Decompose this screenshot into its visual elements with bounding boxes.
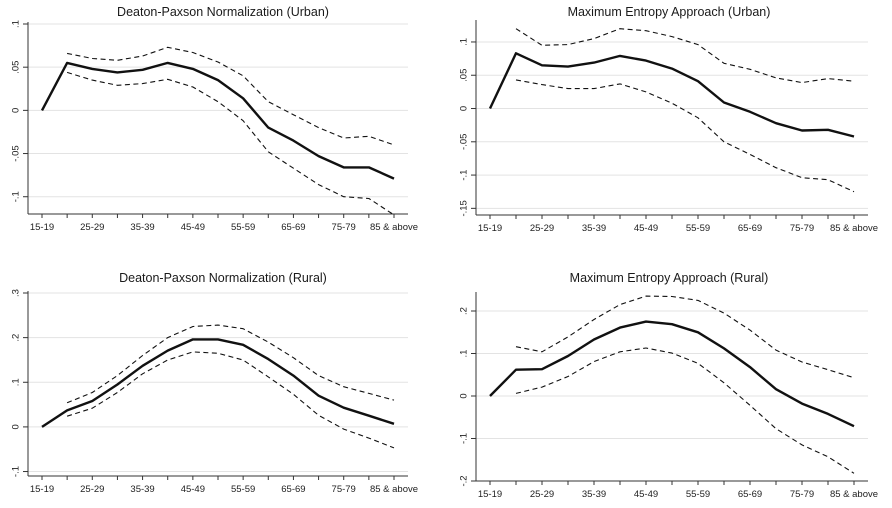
- chart-svg: .2 .1 0 -.1 -.2 15-19 25-29 35-39 45-49 55-59 65-6…: [459, 292, 878, 500]
- y-tick-label: 0: [11, 108, 22, 113]
- x-tick-label: 45-49: [181, 484, 205, 495]
- x-tick-label: 55-59: [231, 222, 255, 233]
- y-tick-label: -.05: [11, 145, 22, 161]
- y-tick-label: .1: [11, 20, 22, 28]
- x-tick-label: 55-59: [686, 223, 710, 234]
- x-tick-label: 45-49: [181, 222, 205, 233]
- y-tick-label: -.1: [11, 466, 22, 477]
- x-tick-label: 35-39: [130, 222, 154, 233]
- y-tick-label: 0: [459, 106, 470, 111]
- x-tick-label: 45-49: [634, 489, 658, 500]
- series-line-lower-ci: [66, 351, 395, 449]
- x-tick-label: 65-69: [281, 222, 305, 233]
- y-tick-label: .3: [11, 289, 22, 297]
- x-tick-label: 75-79: [332, 222, 356, 233]
- chart-panel-rural-deaton-paxson: Deaton-Paxson Normalization (Rural) .3 .2…: [0, 254, 446, 508]
- series-line-estimate: [40, 61, 395, 180]
- x-tick-label: 85 & above: [830, 489, 878, 500]
- y-tick-label: .05: [459, 69, 470, 82]
- y-tick-label: .2: [459, 307, 470, 315]
- x-tick-label: 65-69: [738, 489, 762, 500]
- x-tick-label: 25-29: [80, 222, 104, 233]
- y-tick-label: 0: [11, 424, 22, 429]
- series-line-upper-ci: [515, 28, 855, 84]
- series-line-estimate: [488, 52, 855, 138]
- chart-title: Deaton-Paxson Normalization (Rural): [119, 271, 327, 285]
- x-tick-label: 15-19: [478, 489, 502, 500]
- series-line-lower-ci: [515, 79, 855, 193]
- y-tick-label: .05: [11, 61, 22, 74]
- chart-svg: .3 .2 .1 0 -.1 15-19 25-29 35-39 45-49 55-59 65-69…: [11, 289, 419, 495]
- chart-title: Maximum Entropy Approach (Rural): [569, 271, 769, 285]
- series-line-upper-ci: [66, 324, 395, 404]
- chart-panel-urban-deaton-paxson: Deaton-Paxson Normalization (Urban) .1 .0…: [0, 0, 446, 254]
- y-tick-label: -.05: [459, 134, 470, 150]
- x-tick-label: 15-19: [478, 223, 502, 234]
- x-tick-label: 15-19: [30, 484, 54, 495]
- y-tick-label: .2: [11, 334, 22, 342]
- x-tick-label: 35-39: [582, 223, 606, 234]
- series-line-upper-ci: [66, 46, 395, 146]
- x-tick-label: 55-59: [686, 489, 710, 500]
- x-tick-label: 45-49: [634, 223, 658, 234]
- x-tick-label: 85 & above: [370, 484, 418, 495]
- series-line-upper-ci: [515, 295, 855, 379]
- y-tick-label: .1: [11, 378, 22, 386]
- x-tick-label: 25-29: [530, 223, 554, 234]
- y-tick-label: 0: [459, 393, 470, 398]
- x-tick-label: 65-69: [738, 223, 762, 234]
- series-line-lower-ci: [515, 347, 855, 474]
- y-tick-label: .1: [459, 350, 470, 358]
- x-tick-label: 65-69: [281, 484, 305, 495]
- chart-svg: .1 .05 0 -.05 -.1 15-19 25-29 35-39 45-49 55-59 65…: [11, 20, 419, 233]
- x-tick-label: 35-39: [130, 484, 154, 495]
- y-tick-label: -.2: [459, 475, 470, 486]
- y-tick-label: -.1: [459, 433, 470, 444]
- series-line-estimate: [41, 338, 395, 428]
- series-line-lower-ci: [66, 71, 395, 216]
- x-tick-label: 85 & above: [830, 223, 878, 234]
- x-tick-label: 15-19: [30, 222, 54, 233]
- chart-panel-rural-max-entropy: Maximum Entropy Approach (Rural) .2 .1 0 -.…: [446, 254, 892, 508]
- y-tick-label: -.1: [11, 191, 22, 202]
- y-tick-label: -.1: [459, 170, 470, 181]
- chart-title: Deaton-Paxson Normalization (Urban): [117, 5, 329, 19]
- chart-panel-urban-max-entropy: Maximum Entropy Approach (Urban) .1 .05 0 -…: [446, 0, 892, 254]
- x-tick-label: 35-39: [582, 489, 606, 500]
- y-tick-label: .1: [459, 38, 470, 46]
- x-tick-label: 85 & above: [370, 222, 418, 233]
- x-tick-label: 75-79: [790, 223, 814, 234]
- y-tick-label: -.15: [459, 200, 470, 216]
- chart-svg: .1 .05 0 -.05 -.1 -.15 15-19 25-29 35-39 45-49 55-…: [459, 20, 878, 234]
- x-tick-label: 25-29: [80, 484, 104, 495]
- x-tick-label: 55-59: [231, 484, 255, 495]
- x-tick-label: 75-79: [332, 484, 356, 495]
- series-line-estimate: [489, 320, 855, 428]
- x-tick-label: 75-79: [790, 489, 814, 500]
- chart-title: Maximum Entropy Approach (Urban): [567, 5, 771, 19]
- x-tick-label: 25-29: [530, 489, 554, 500]
